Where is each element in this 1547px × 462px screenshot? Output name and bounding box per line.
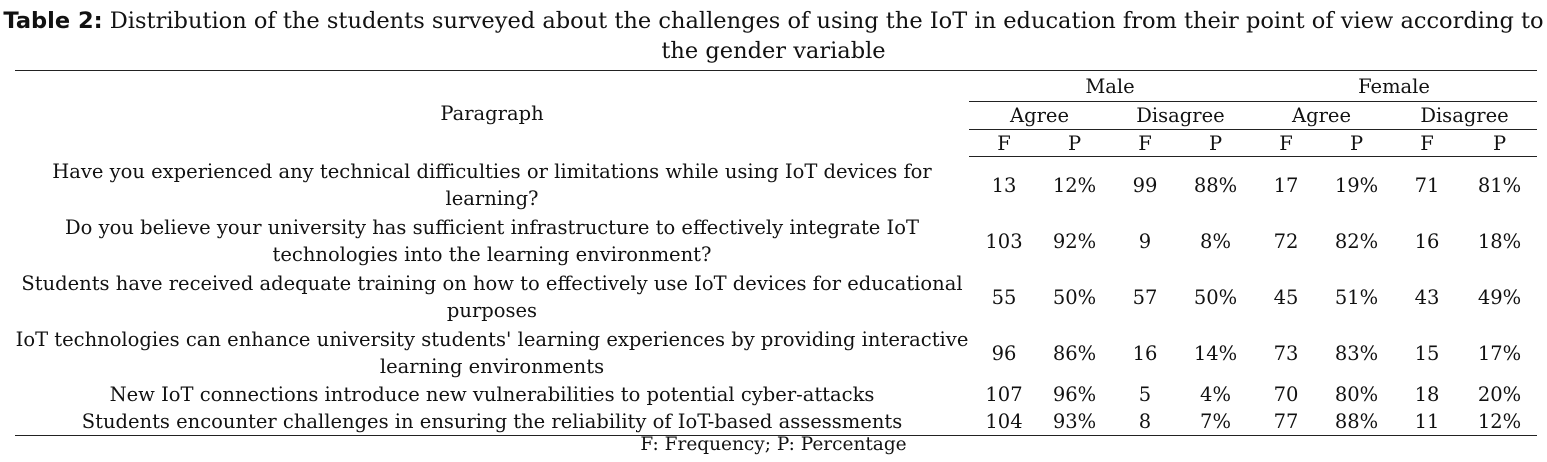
table-title: Distribution of the students surveyed ab… — [109, 8, 1544, 64]
female-disagree-header: Disagree — [1392, 101, 1538, 130]
female-agree-header: Agree — [1251, 101, 1392, 130]
male-agree-f-cell: 107 — [985, 383, 1023, 406]
female-disagree-p-cell: 12% — [1462, 408, 1538, 436]
female-disagree-f-cell: 11 — [1392, 408, 1462, 436]
table-caption: Table 2: Distribution of the students su… — [0, 6, 1547, 66]
male-agree-header: Agree — [969, 101, 1110, 130]
female-agree-p-cell: 19% — [1334, 173, 1379, 197]
female-disagree-p-cell: 18% — [1477, 229, 1522, 253]
male-disagree-f-cell: 57 — [1132, 285, 1158, 309]
female-disagree-p-cell: 81% — [1477, 173, 1522, 197]
male-agree-f-cell: 55 — [991, 285, 1017, 309]
male-agree-f-cell: 103 — [985, 229, 1023, 253]
female-agree-f-cell: 70 — [1273, 383, 1299, 406]
female-disagree-p-cell: 20% — [1477, 383, 1522, 406]
male-disagree-f-cell: 99 — [1132, 173, 1158, 197]
female-disagree-p-cell: 49% — [1477, 285, 1522, 309]
paragraph-cell: Students encounter challenges in ensurin… — [15, 408, 969, 436]
male-agree-f-cell: 13 — [991, 173, 1017, 197]
male-agree-p-cell: 86% — [1052, 341, 1097, 365]
paragraph-cell: Do you believe your university has suffi… — [65, 216, 919, 266]
male-header: Male — [969, 70, 1251, 102]
female-agree-p-cell: 83% — [1334, 341, 1379, 365]
female-disagree-p-header: P — [1462, 129, 1538, 157]
female-header: Female — [1251, 70, 1538, 102]
male-agree-p-cell: 50% — [1052, 285, 1097, 309]
table-label: Table 2: — [3, 8, 103, 34]
paragraph-cell: Students have received adequate training… — [21, 272, 963, 322]
male-disagree-f-cell: 16 — [1132, 341, 1158, 365]
table-row: Have you experienced any technical diffi… — [15, 157, 1537, 214]
female-agree-p-cell: 88% — [1321, 408, 1392, 436]
male-disagree-f-cell: 5 — [1138, 383, 1152, 406]
female-disagree-f-cell: 18 — [1414, 383, 1440, 406]
male-agree-p-header: P — [1039, 129, 1110, 157]
female-agree-f-cell: 73 — [1273, 341, 1299, 365]
male-disagree-p-cell: 7% — [1180, 408, 1251, 436]
female-agree-p-cell: 80% — [1334, 383, 1379, 406]
distribution-table: Paragraph Male Female Agree Disagree Agr… — [15, 70, 1538, 436]
male-agree-f-cell: 104 — [969, 408, 1039, 436]
female-agree-p-cell: 82% — [1334, 229, 1379, 253]
male-disagree-p-cell: 50% — [1193, 285, 1238, 309]
male-disagree-p-cell: 4% — [1200, 383, 1231, 406]
paragraph-cell: Have you experienced any technical diffi… — [52, 159, 932, 210]
male-agree-p-cell: 93% — [1039, 408, 1110, 436]
female-disagree-f-cell: 71 — [1414, 173, 1440, 197]
table-row: New IoT connections introduce new vulner… — [15, 381, 1537, 408]
table-row: Do you believe your university has suffi… — [15, 213, 1537, 269]
male-agree-p-cell: 12% — [1052, 173, 1097, 197]
paragraph-cell: IoT technologies can enhance university … — [15, 328, 969, 378]
female-agree-p-header: P — [1321, 129, 1392, 157]
male-disagree-p-cell: 8% — [1200, 229, 1231, 253]
male-agree-f-cell: 96 — [991, 341, 1017, 365]
male-disagree-p-header: P — [1180, 129, 1251, 157]
female-agree-f-cell: 72 — [1273, 229, 1299, 253]
paragraph-cell: New IoT connections introduce new vulner… — [109, 383, 875, 406]
male-disagree-p-cell: 14% — [1193, 341, 1238, 365]
female-agree-p-cell: 51% — [1334, 285, 1379, 309]
female-disagree-f-cell: 15 — [1414, 341, 1440, 365]
male-agree-f-header: F — [969, 129, 1039, 157]
female-agree-f-header: F — [1251, 129, 1321, 157]
male-disagree-p-cell: 88% — [1193, 173, 1238, 197]
female-agree-f-cell: 17 — [1273, 173, 1299, 197]
male-disagree-f-cell: 8 — [1110, 408, 1180, 436]
female-disagree-p-cell: 17% — [1477, 341, 1522, 365]
female-agree-f-cell: 77 — [1251, 408, 1321, 436]
female-disagree-f-cell: 43 — [1414, 285, 1440, 309]
male-disagree-header: Disagree — [1110, 101, 1251, 130]
female-disagree-f-cell: 16 — [1414, 229, 1440, 253]
table-row: Students have received adequate training… — [15, 269, 1537, 325]
male-disagree-f-cell: 9 — [1138, 229, 1152, 253]
table-footnote: F: Frequency; P: Percentage — [640, 434, 907, 455]
male-agree-p-cell: 96% — [1052, 383, 1097, 406]
paragraph-header: Paragraph — [15, 70, 969, 157]
female-disagree-f-header: F — [1392, 129, 1462, 157]
male-disagree-f-header: F — [1110, 129, 1180, 157]
female-agree-f-cell: 45 — [1273, 285, 1299, 309]
table-row: Students encounter challenges in ensurin… — [15, 408, 1538, 436]
table-row: IoT technologies can enhance university … — [15, 325, 1537, 381]
male-agree-p-cell: 92% — [1052, 229, 1097, 253]
